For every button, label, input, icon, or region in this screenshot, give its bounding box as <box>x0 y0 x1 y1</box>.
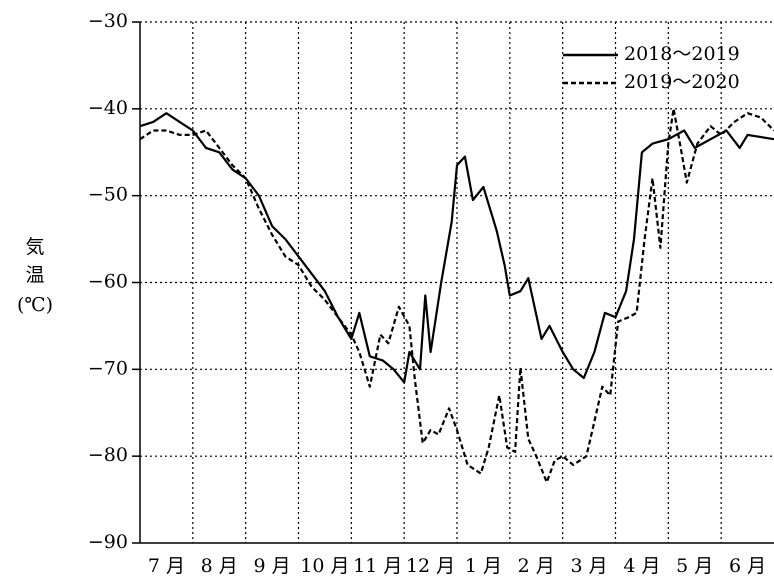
x-tick-label: 4 月 <box>623 555 660 577</box>
legend-label: 2018～2019 <box>624 43 740 65</box>
y-axis-label: 温 <box>25 264 44 286</box>
x-tick-label: 6 月 <box>729 555 766 577</box>
data-line <box>139 112 774 384</box>
x-tick-label: 8 月 <box>201 555 238 577</box>
y-tick-label: −90 <box>88 531 128 553</box>
x-tick-label: 7 月 <box>148 555 185 577</box>
y-axis-label: (℃) <box>17 294 53 316</box>
y-tick-label: −70 <box>88 357 128 379</box>
x-tick-label: 11 月 <box>353 555 402 577</box>
x-tick-label: 12 月 <box>406 555 455 577</box>
x-tick-label: 2 月 <box>518 555 555 577</box>
y-tick-label: −40 <box>88 97 128 119</box>
x-tick-label: 3 月 <box>571 555 608 577</box>
data-line <box>139 107 774 484</box>
x-tick-label: 9 月 <box>254 555 291 577</box>
x-tick-label: 5 月 <box>676 555 713 577</box>
x-tick-label: 10 月 <box>300 555 349 577</box>
x-tick-label: 1 月 <box>465 555 502 577</box>
y-tick-label: −60 <box>88 271 128 293</box>
y-tick-label: −80 <box>88 444 128 466</box>
y-tick-label: −30 <box>88 10 128 32</box>
y-tick-label: −50 <box>88 184 128 206</box>
legend-label: 2019～2020 <box>624 71 740 93</box>
y-axis-label: 気 <box>25 236 44 258</box>
